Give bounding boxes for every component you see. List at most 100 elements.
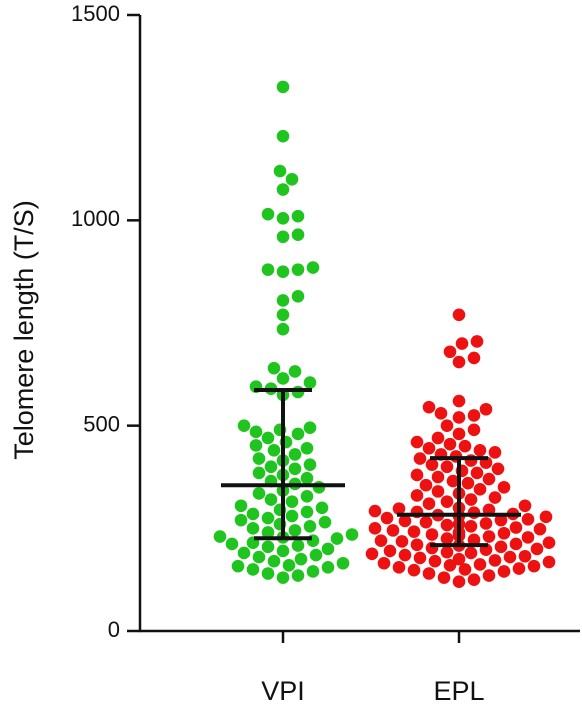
data-point: [413, 551, 427, 565]
data-point: [276, 294, 290, 307]
data-point: [527, 559, 541, 573]
data-point: [261, 207, 275, 221]
data-point: [434, 407, 448, 420]
data-point: [464, 519, 478, 533]
data-point: [542, 536, 556, 550]
data-point: [288, 365, 302, 378]
data-point: [518, 499, 532, 513]
data-point: [482, 569, 496, 582]
data-point: [261, 567, 275, 580]
data-point: [246, 563, 260, 576]
data-point: [273, 164, 287, 178]
data-point: [300, 505, 314, 519]
data-point: [533, 522, 547, 536]
data-point: [291, 209, 305, 223]
data-point: [261, 526, 275, 539]
data-point: [479, 402, 493, 416]
data-point: [398, 514, 412, 528]
data-point: [276, 211, 290, 225]
data-point: [407, 525, 421, 538]
data-point: [306, 261, 320, 274]
y-tick-label: 1500: [71, 1, 120, 26]
data-point: [267, 554, 281, 568]
data-point: [291, 290, 305, 303]
data-point: [288, 524, 302, 537]
data-point: [392, 502, 406, 515]
data-point: [467, 423, 481, 437]
data-point: [234, 499, 248, 513]
data-point: [225, 537, 239, 551]
data-point: [368, 504, 382, 518]
data-point: [488, 554, 502, 567]
y-tick-label: 500: [83, 411, 120, 436]
data-point: [252, 466, 266, 480]
data-point: [488, 491, 502, 504]
data-point: [321, 561, 335, 574]
data-point: [407, 563, 421, 577]
y-axis-label: Telomere length (T/S): [9, 200, 39, 460]
data-point: [246, 522, 260, 535]
data-point: [455, 337, 469, 350]
data-point: [497, 480, 511, 494]
data-point: [425, 528, 439, 541]
data-point: [300, 490, 314, 503]
data-point: [336, 556, 350, 570]
data-point: [261, 511, 275, 525]
data-point: [437, 571, 451, 584]
data-point: [452, 308, 466, 322]
data-point: [276, 372, 290, 385]
data-point: [470, 466, 484, 480]
data-point: [321, 542, 335, 556]
data-point: [482, 472, 496, 486]
data-point: [345, 528, 359, 541]
data-point: [261, 431, 275, 445]
data-point: [285, 495, 299, 508]
data-point: [410, 489, 424, 502]
y-tick-label: 0: [108, 617, 120, 642]
data-point: [482, 530, 496, 543]
data-point: [410, 435, 424, 449]
data-point: [470, 335, 484, 348]
data-point: [431, 470, 445, 484]
data-point: [467, 506, 481, 520]
data-point: [521, 531, 535, 544]
data-point: [542, 555, 556, 569]
data-point: [291, 539, 305, 552]
data-point: [479, 517, 493, 530]
data-point: [276, 265, 290, 278]
data-point: [497, 565, 511, 578]
data-point: [213, 530, 227, 543]
data-point: [440, 460, 454, 474]
data-point: [440, 495, 454, 508]
data-point: [530, 542, 544, 556]
x-tick-label: EPL: [433, 676, 484, 706]
data-point: [261, 263, 275, 276]
data-point: [249, 425, 263, 439]
data-point: [252, 452, 266, 465]
data-point: [237, 419, 251, 432]
data-point: [452, 355, 466, 369]
data-point: [539, 510, 553, 524]
data-point: [422, 400, 436, 414]
data-point: [291, 385, 305, 399]
data-point: [467, 409, 481, 422]
data-point: [440, 532, 454, 545]
data-point: [315, 501, 329, 515]
data-point: [440, 545, 454, 559]
data-point: [252, 487, 266, 500]
data-point: [452, 575, 466, 589]
data-point: [276, 129, 290, 143]
data-point: [512, 562, 526, 575]
data-point: [443, 558, 457, 572]
y-tick-label: 1000: [71, 206, 120, 231]
data-point: [291, 228, 305, 242]
data-point: [473, 558, 487, 571]
data-point: [261, 540, 275, 554]
data-point: [377, 556, 391, 570]
data-point: [374, 534, 388, 547]
x-tick-label: VPI: [261, 676, 305, 706]
data-point: [494, 540, 508, 554]
data-point: [458, 563, 472, 576]
data-point: [264, 493, 278, 506]
